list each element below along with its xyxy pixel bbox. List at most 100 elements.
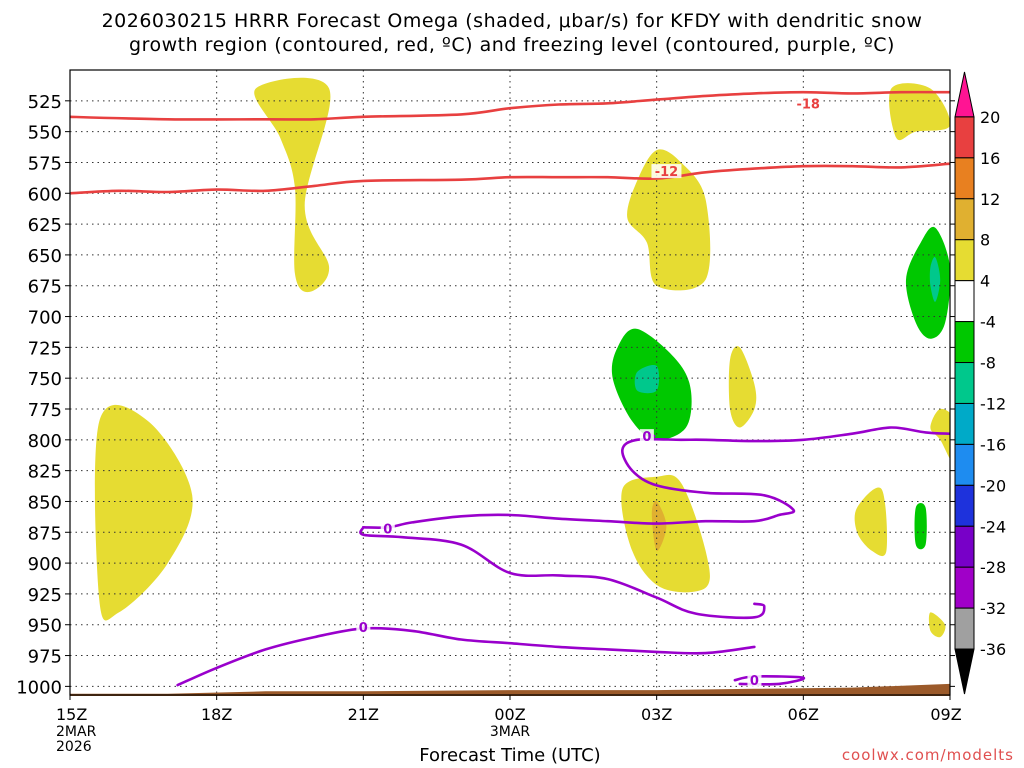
colorbar-swatch-5 — [954, 280, 975, 323]
freezing-line-0 — [362, 426, 950, 529]
omega-region-4 — [728, 346, 757, 428]
colorbar-tick-5: -4 — [980, 313, 996, 332]
colorbar-tick-2: 12 — [980, 190, 1000, 209]
ytick-label-750: 750 — [28, 369, 62, 390]
freezing-contours: 0 0 0 0 — [176, 426, 950, 689]
colorbar-swatch-11 — [954, 525, 975, 568]
ytick-label-650: 650 — [28, 246, 62, 267]
xtick-label-09Z: 09Z — [930, 705, 961, 724]
ytick-label-825: 825 — [28, 462, 62, 483]
omega-region-6 — [854, 487, 888, 557]
chart-title-line-1: 2026030215 HRRR Forecast Omega (shaded, … — [101, 10, 923, 32]
freezing-line-2 — [176, 626, 756, 687]
colorbar-swatch-4 — [954, 239, 975, 282]
xtick-sub-15Z-1: 2026 — [56, 739, 92, 755]
omega-region-13 — [634, 364, 660, 394]
xtick-sub-00Z-0: 3MAR — [490, 724, 531, 740]
colorbar-swatch-12 — [954, 566, 975, 609]
omega-region-11 — [905, 226, 950, 339]
dendritic-label-bg-1 — [651, 164, 682, 179]
freezing-label-bg-2 — [356, 620, 371, 635]
ytick-label-700: 700 — [28, 308, 62, 329]
ytick-label-875: 875 — [28, 523, 62, 544]
colorbar-tick-7: -12 — [980, 394, 1006, 413]
ytick-label-775: 775 — [28, 400, 62, 421]
colorbar: 20 16 12 8 4 -4 -8 -12 -16 -20 -24 -28 -32 -36 — [954, 71, 1006, 695]
ytick-label-850: 850 — [28, 492, 62, 513]
dendritic-label-0: -18 — [796, 97, 820, 112]
chart-title-line-2: growth region (contoured, red, ºC) and f… — [129, 34, 895, 56]
x-axis-label: Forecast Time (UTC) — [419, 745, 601, 766]
colorbar-tick-1: 16 — [980, 149, 1000, 168]
freezing-line-1 — [359, 526, 766, 620]
dendritic-contours: -18 -12 — [70, 90, 950, 195]
xtick-label-06Z: 06Z — [788, 705, 819, 724]
ytick-label-725: 725 — [28, 338, 62, 359]
colorbar-tick-8: -16 — [980, 435, 1006, 454]
ytick-label-575: 575 — [28, 153, 62, 174]
freezing-line-3 — [733, 675, 806, 686]
ground-fill — [70, 683, 950, 696]
colorbar-tick-6: -8 — [980, 354, 996, 373]
omega-region-2 — [627, 149, 711, 291]
freezing-label-2: 0 — [359, 621, 368, 636]
dendritic-line-0 — [70, 90, 950, 121]
omega-region-8 — [928, 612, 946, 638]
ytick-label-950: 950 — [28, 616, 62, 637]
ground-layer — [70, 683, 950, 696]
xtick-label-00Z: 00Z — [494, 705, 525, 724]
ytick-label-1000: 1000 — [16, 677, 62, 698]
omega-region-3 — [889, 83, 950, 141]
dendritic-line-1 — [70, 162, 950, 195]
dendritic-label-bg-0 — [793, 96, 824, 111]
colorbar-tick-9: -20 — [980, 476, 1006, 495]
colorbar-swatch-13 — [954, 607, 975, 650]
freezing-label-0: 0 — [383, 523, 392, 538]
ytick-label-625: 625 — [28, 215, 62, 236]
xtick-label-03Z: 03Z — [641, 705, 672, 724]
freezing-label-4: 0 — [642, 430, 651, 445]
omega-region-12 — [914, 503, 927, 550]
freezing-label-bg-0 — [380, 521, 395, 536]
gridlines — [70, 70, 950, 695]
colorbar-tick-12: -32 — [980, 599, 1006, 618]
credit-text: coolwx.com/modelts — [841, 746, 1014, 764]
dendritic-label-1: -12 — [655, 165, 679, 180]
colorbar-arrow-bottom — [954, 648, 975, 695]
omega-region-14 — [929, 257, 941, 302]
colorbar-swatch-1 — [954, 116, 975, 159]
colorbar-swatch-7 — [954, 362, 975, 404]
colorbar-tick-4: 4 — [980, 272, 990, 291]
colorbar-arrow-top — [954, 71, 975, 118]
freezing-label-3: 0 — [750, 674, 759, 689]
xtick-label-18Z: 18Z — [201, 705, 232, 724]
ytick-label-525: 525 — [28, 92, 62, 113]
colorbar-swatch-10 — [954, 484, 975, 527]
ytick-label-800: 800 — [28, 431, 62, 452]
ytick-label-975: 975 — [28, 647, 62, 668]
freezing-label-bg-3 — [747, 673, 762, 688]
colorbar-swatch-6 — [954, 321, 975, 364]
omega-region-1 — [254, 77, 331, 293]
xtick-label-21Z: 21Z — [348, 705, 379, 724]
colorbar-tick-3: 8 — [980, 231, 990, 250]
freezing-label-bg-4 — [639, 429, 654, 444]
colorbar-tick-13: -36 — [980, 640, 1006, 659]
colorbar-tick-10: -24 — [980, 517, 1006, 536]
y-axis-ticks: 525 550 575 600 625 650 675 700 725 750 775 800 825 8… — [16, 92, 955, 698]
colorbar-swatch-9 — [954, 443, 975, 486]
plot-area — [70, 70, 950, 695]
colorbar-swatch-3 — [954, 198, 975, 241]
ytick-label-675: 675 — [28, 277, 62, 298]
xtick-label-15Z: 15Z — [56, 705, 87, 724]
ytick-label-925: 925 — [28, 585, 62, 606]
xtick-sub-15Z-0: 2MAR — [56, 724, 97, 740]
colorbar-swatch-8 — [954, 402, 975, 445]
ytick-label-550: 550 — [28, 123, 62, 144]
colorbar-tick-0: 20 — [980, 108, 1000, 127]
colorbar-swatch-2 — [954, 157, 975, 200]
omega-region-9 — [651, 501, 667, 551]
ytick-label-600: 600 — [28, 184, 62, 205]
